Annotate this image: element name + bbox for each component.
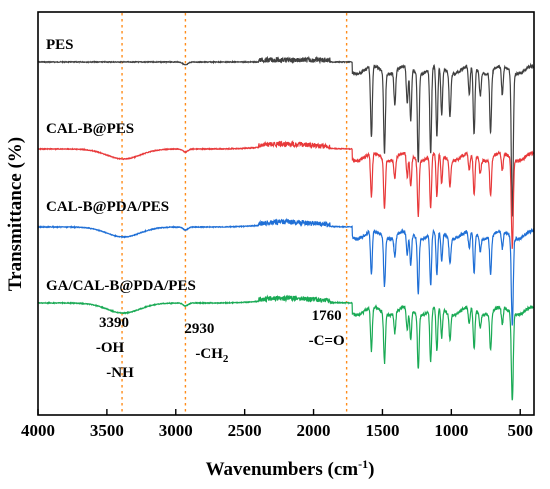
annotation-text: 3390: [99, 315, 129, 331]
peak-annotations: 3390 -OH -NH 2930 -CH2 1760 -C=O: [96, 308, 345, 381]
series-label: GA/CAL-B@PDA/PES: [46, 278, 196, 294]
y-axis-label: Transmittance (%): [5, 137, 26, 291]
annotation-text: -CH: [195, 346, 223, 362]
x-tick-label: 1000: [434, 421, 468, 440]
annotation-text: -OH: [96, 340, 125, 356]
x-axis-label-main: Wavenumbers (cm: [206, 459, 359, 480]
x-tick-label: 2000: [297, 421, 331, 440]
series-line: [37, 140, 534, 249]
x-tick-label: 3500: [90, 421, 124, 440]
x-tick-label: 1500: [365, 421, 399, 440]
x-tick-label: 2500: [228, 421, 262, 440]
x-axis-ticks: 4000 3500 3000 2500 2000 1500 1000 500: [21, 409, 533, 440]
series-label: CAL-B@PDA/PES: [46, 199, 169, 215]
series-labels: PES CAL-B@PES CAL-B@PDA/PES GA/CAL-B@PDA/PE…: [46, 37, 196, 294]
series-line: [37, 55, 534, 217]
annotation-text: 1760: [312, 308, 342, 324]
reference-lines: [121, 13, 348, 414]
series-line: [37, 294, 534, 401]
annotation-text: 2930: [184, 321, 214, 337]
annotation-text: -CH2: [195, 346, 229, 365]
series-line: [37, 217, 534, 326]
plot-frame: [37, 11, 535, 416]
series-label: PES: [46, 37, 74, 53]
x-axis-label-close: ): [368, 459, 374, 480]
x-axis-label: Wavenumbers (cm-1): [206, 457, 375, 480]
annotation-subscript: 2: [223, 353, 229, 365]
x-tick-label: 500: [507, 421, 533, 440]
x-tick-label: 3000: [159, 421, 193, 440]
annotation-text: -NH: [106, 365, 134, 381]
series-label: CAL-B@PES: [46, 121, 134, 137]
x-tick-label: 4000: [21, 421, 55, 440]
x-axis-label-sup: -1: [358, 457, 368, 471]
spectra-series: [37, 55, 534, 401]
annotation-text: -C=O: [309, 333, 345, 349]
